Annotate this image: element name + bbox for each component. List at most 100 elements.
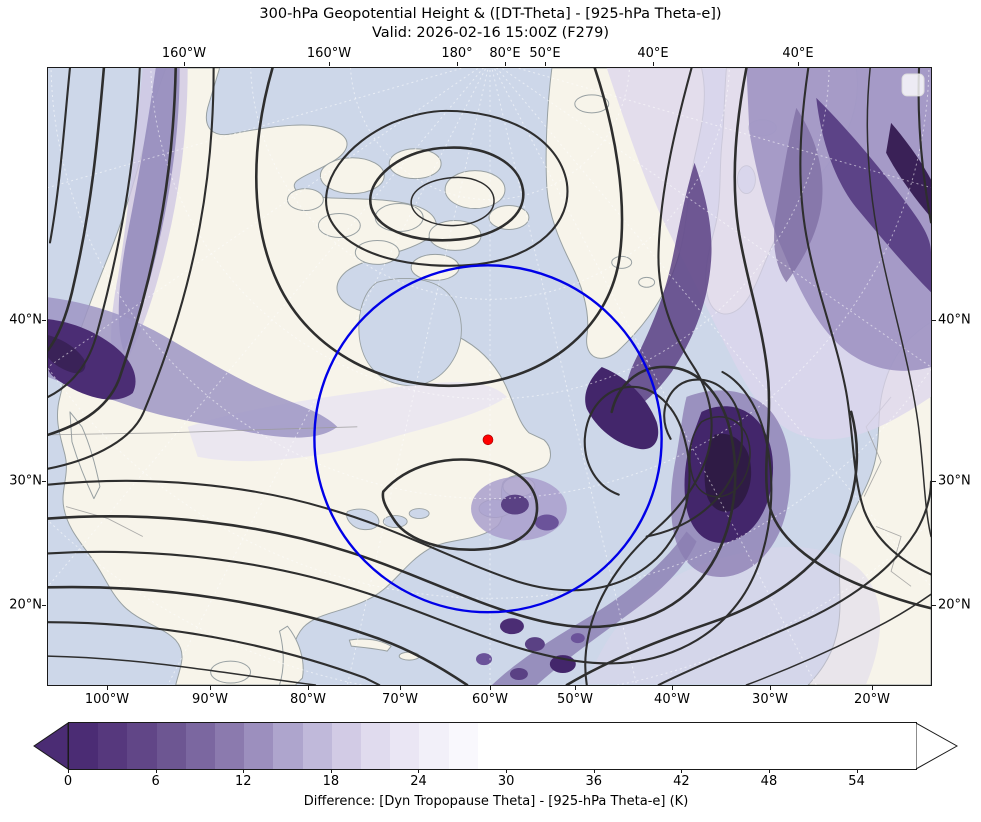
- right-tick-label: 30°N: [938, 473, 971, 489]
- arctic-island: [354, 239, 400, 265]
- bottom-tick-mark: [490, 686, 491, 690]
- right-tick-mark: [932, 605, 936, 606]
- colorbar-segment: [390, 723, 421, 769]
- colorbar-tick-label: 42: [673, 774, 690, 789]
- top-tick-mark: [184, 62, 185, 66]
- colorbar-segment: [536, 723, 567, 769]
- colorbar-tick-label: 0: [63, 774, 73, 789]
- bottom-tick-mark: [575, 686, 576, 690]
- top-tick-mark: [505, 62, 506, 66]
- bottom-tick-mark: [872, 686, 873, 690]
- chart-subtitle: Valid: 2026-02-16 15:00Z (F279): [372, 25, 609, 41]
- top-tick-label: 180°: [441, 46, 473, 61]
- small-island: [611, 255, 633, 269]
- colorbar-segment: [623, 723, 654, 769]
- colorbar-tick-mark: [768, 769, 770, 773]
- colorbar-tick-mark: [330, 769, 332, 773]
- colorbar-tick-label: 6: [151, 774, 160, 789]
- colorbar-segment: [828, 723, 859, 769]
- chart-title: 300-hPa Geopotential Height & ([DT-Theta…: [259, 6, 722, 22]
- bottom-tick-label: 60°W: [472, 692, 508, 707]
- baja-peninsula: [69, 411, 101, 500]
- right-tick-label: 40°N: [938, 312, 971, 328]
- top-tick-label: 40°E: [782, 46, 814, 61]
- arctic-island: [488, 205, 530, 230]
- colorbar-under-arrow: [33, 722, 68, 770]
- colorbar-segment: [507, 723, 537, 769]
- arctic-island: [319, 157, 385, 195]
- top-tick-mark: [545, 62, 546, 66]
- cuba: [348, 638, 392, 652]
- colorbar-segment: [857, 723, 888, 769]
- location-marker: [482, 434, 494, 446]
- colorbar-segment: [448, 723, 479, 769]
- colorbar: [68, 722, 917, 770]
- corner-widget[interactable]: [901, 73, 925, 97]
- top-tick-mark: [798, 62, 799, 66]
- left-tick-mark: [42, 605, 46, 606]
- arctic-island: [317, 213, 361, 238]
- colorbar-segment: [477, 723, 508, 769]
- colorbar-segment: [594, 723, 625, 769]
- range-circle: [313, 264, 663, 614]
- colorbar-segment: [98, 723, 128, 769]
- map-plot-area: [47, 67, 932, 686]
- bottom-tick-mark: [400, 686, 401, 690]
- left-tick-mark: [42, 320, 46, 321]
- arctic-island: [444, 170, 506, 210]
- top-tick-label: 160°W: [306, 46, 352, 61]
- colorbar-segment: [127, 723, 158, 769]
- bottom-tick-mark: [672, 686, 673, 690]
- colorbar-segment: [886, 723, 917, 769]
- arctic-island: [410, 253, 460, 281]
- height-contours: [48, 68, 931, 685]
- left-tick-label: 30°N: [9, 473, 42, 489]
- colorbar-segment: [185, 723, 216, 769]
- bottom-tick-mark: [107, 686, 108, 690]
- colorbar-segment: [156, 723, 187, 769]
- colorbar-segment: [565, 723, 596, 769]
- colorbar-over-arrow: [916, 722, 958, 770]
- bottom-tick-mark: [210, 686, 211, 690]
- colorbar-segment: [331, 723, 362, 769]
- colorbar-segment: [711, 723, 742, 769]
- colorbar-segment: [653, 723, 683, 769]
- top-tick-mark: [457, 62, 458, 66]
- right-tick-mark: [932, 481, 936, 482]
- right-tick-label: 20°N: [938, 597, 971, 613]
- colorbar-tick-label: 36: [585, 774, 602, 789]
- bottom-tick-label: 80°W: [290, 692, 326, 707]
- colorbar-tick-label: 18: [322, 774, 340, 789]
- colorbar-tick-label: 24: [410, 774, 427, 789]
- colorbar-tick-mark: [506, 769, 508, 773]
- iceland: [574, 94, 610, 114]
- bottom-tick-label: 20°W: [854, 692, 890, 707]
- small-island: [638, 276, 656, 288]
- colorbar-label: Difference: [Dyn Tropopause Theta] - [92…: [303, 794, 689, 809]
- top-tick-label: 40°E: [637, 46, 669, 61]
- bottom-tick-label: 40°W: [654, 692, 690, 707]
- great-lakes: [408, 508, 430, 519]
- colorbar-segment: [215, 723, 245, 769]
- landmasses: [57, 68, 931, 685]
- top-tick-label: 160°W: [161, 46, 207, 61]
- colorbar-tick-label: 48: [760, 774, 778, 789]
- us-mexico-border: [65, 506, 143, 537]
- bottom-tick-label: 30°W: [752, 692, 788, 707]
- bottom-tick-label: 70°W: [382, 692, 418, 707]
- top-tick-label: 50°E: [529, 46, 561, 61]
- colorbar-segment: [361, 723, 391, 769]
- colorbar-tick-mark: [68, 769, 69, 773]
- top-tick-label: 80°E: [489, 46, 521, 61]
- colorbar-segment: [740, 723, 771, 769]
- graticule: [48, 68, 931, 685]
- colorbar-tick-label: 12: [234, 774, 252, 789]
- arctic-island: [286, 188, 324, 212]
- colorbar-segment: [682, 723, 713, 769]
- bottom-tick-mark: [308, 686, 309, 690]
- colorbar-tick-label: 30: [497, 774, 515, 789]
- colorbar-segment: [769, 723, 800, 769]
- top-tick-mark: [653, 62, 654, 66]
- colorbar-tick-mark: [681, 769, 683, 773]
- colorbar-segment: [302, 723, 333, 769]
